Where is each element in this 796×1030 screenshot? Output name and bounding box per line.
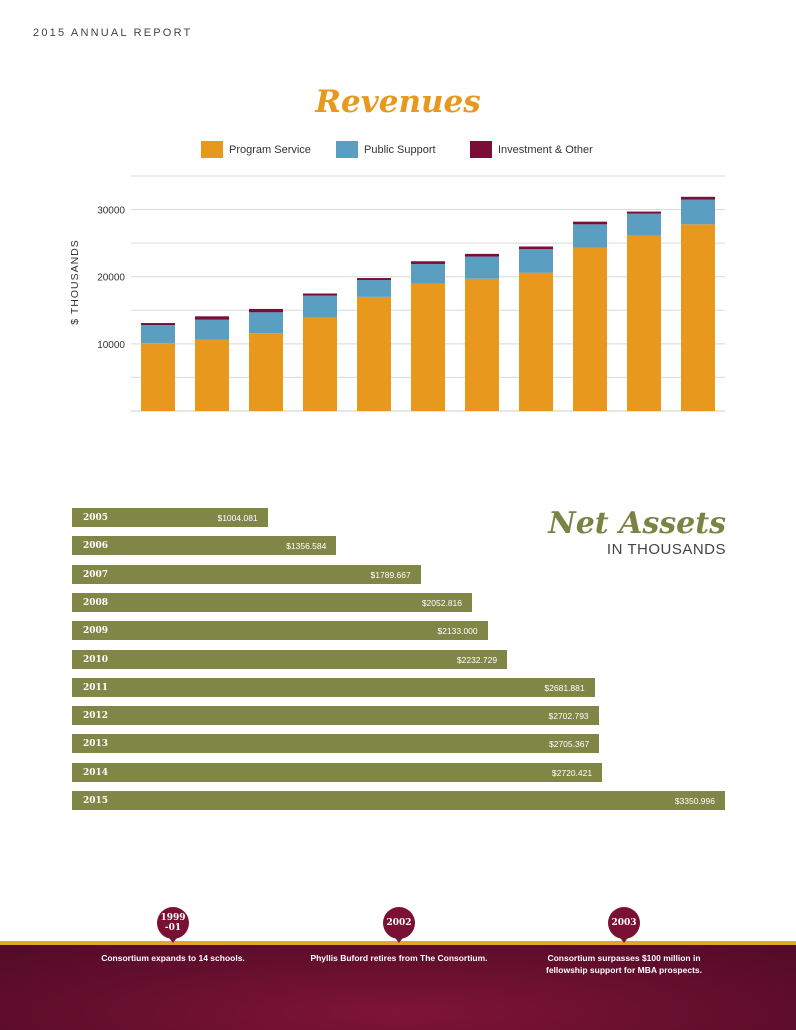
- legend-item-program-service: Program Service: [201, 141, 311, 158]
- net-assets-year-label: 2006: [83, 541, 109, 552]
- net-assets-bar: 2011 $2681.881: [72, 677, 595, 697]
- bar-public-support: [411, 263, 445, 284]
- y-tick-label: 10000: [97, 340, 125, 351]
- bar-public-support: [519, 249, 553, 273]
- legend-swatch-investment-other: [470, 141, 492, 158]
- net-assets-year-label: 2014: [83, 767, 109, 778]
- timeline-year: 1999 -01: [157, 907, 189, 939]
- bar-public-support: [195, 319, 229, 340]
- revenues-legend: Program Service Public Support Investmen…: [0, 141, 796, 161]
- bar-investment-other: [465, 253, 499, 257]
- timeline-year: 2003: [608, 907, 640, 939]
- timeline-band: [0, 941, 796, 1030]
- timeline-year: 2002: [383, 907, 415, 939]
- bar-investment-other: [573, 221, 607, 225]
- legend-item-public-support: Public Support: [336, 141, 436, 158]
- pin-pointer: [618, 935, 630, 943]
- bar-program-service: [141, 343, 175, 411]
- net-assets-value-label: $3350.996: [674, 796, 715, 806]
- bar-program-service: [195, 339, 229, 411]
- net-assets-year-label: 2010: [83, 654, 109, 665]
- net-assets-bar: 2012 $2702.793: [72, 706, 599, 726]
- y-tick-label: 30000: [97, 206, 125, 217]
- net-assets-bar: 2006 $1356.584: [72, 536, 337, 556]
- legend-swatch-public-support: [336, 141, 358, 158]
- net-assets-value-label: $2052.816: [421, 597, 463, 608]
- legend-item-investment-other: Investment & Other: [470, 141, 593, 158]
- y-tick-label: 20000: [97, 273, 125, 284]
- bar-public-support: [141, 325, 175, 344]
- net-assets-bar: 2013 $2705.367: [72, 734, 600, 754]
- bar-investment-other: [627, 211, 661, 214]
- bar-investment-other: [357, 278, 391, 281]
- legend-label: Program Service: [229, 143, 311, 156]
- net-assets-value-label: $2133.000: [437, 626, 478, 637]
- revenues-chart-title: Revenues: [315, 84, 481, 120]
- timeline-event-text: Consortium expands to 14 schools.: [101, 953, 245, 963]
- pin-pointer: [167, 935, 179, 943]
- timeline-pin: 2003: [608, 907, 640, 943]
- bar-program-service: [627, 235, 661, 411]
- bar-investment-other: [249, 308, 283, 313]
- net-assets-value-label: $2681.881: [544, 682, 585, 693]
- net-assets-value-label: $2705.367: [549, 739, 590, 750]
- bar-investment-other: [681, 196, 715, 200]
- bar-public-support: [303, 295, 337, 318]
- net-assets-value-label: $1356.584: [286, 541, 327, 552]
- report-title: 2015 ANNUAL REPORT: [33, 27, 193, 39]
- revenues-chart: 10000 20000 30000 $ THOUSANDS: [69, 175, 725, 412]
- bar-program-service: [573, 247, 607, 411]
- net-assets-bar: 2005 $1004.081: [72, 508, 268, 527]
- net-assets-year-label: 2007: [83, 569, 109, 580]
- bar-public-support: [249, 312, 283, 334]
- net-assets-bar: 2014 $2720.421: [72, 762, 603, 782]
- bar-program-service: [411, 283, 445, 411]
- net-assets-value-label: $1789.667: [370, 569, 411, 580]
- net-assets-year-label: 2009: [83, 626, 109, 637]
- net-assets-bar: 2009 $2133.000: [72, 621, 488, 641]
- bar-program-service: [249, 333, 283, 411]
- net-assets-year-label: 2005: [83, 513, 109, 523]
- timeline-pin: 1999 -01: [157, 907, 189, 943]
- bar-investment-other: [303, 293, 337, 296]
- net-assets-year-label: 2015: [83, 796, 109, 806]
- bar-program-service: [357, 296, 391, 411]
- bar-investment-other: [519, 246, 553, 250]
- bar-program-service: [519, 272, 553, 411]
- bar-investment-other: [411, 261, 445, 264]
- net-assets-value-label: $2702.793: [548, 711, 589, 722]
- net-assets-value-label: $2232.729: [456, 654, 498, 665]
- net-assets-year-label: 2012: [83, 711, 109, 722]
- legend-label: Public Support: [364, 143, 436, 156]
- net-assets-bar: 2015 $3350.996: [72, 791, 725, 810]
- timeline-pin: 2002: [383, 907, 415, 943]
- bar-investment-other: [141, 323, 175, 326]
- net-assets-year-label: 2011: [83, 682, 109, 693]
- net-assets-bar: 2008 $2052.816: [72, 592, 473, 612]
- bar-public-support: [627, 213, 661, 236]
- net-assets-subtitle: IN THOUSANDS: [606, 541, 726, 558]
- legend-label: Investment & Other: [498, 143, 593, 156]
- bar-public-support: [357, 280, 391, 297]
- net-assets-value-label: $2720.421: [551, 767, 593, 778]
- net-assets-bar: 2010 $2232.729: [72, 649, 508, 669]
- bar-program-service: [465, 278, 499, 411]
- net-assets-value-label: $1004.081: [217, 513, 258, 523]
- bar-program-service: [681, 224, 715, 411]
- legend-swatch-program-service: [201, 141, 223, 158]
- net-assets-year-label: 2013: [83, 739, 109, 750]
- net-assets-title: Net Assets: [548, 506, 726, 541]
- bar-public-support: [465, 256, 499, 279]
- y-axis-label: $ THOUSANDS: [69, 239, 81, 325]
- net-assets-bar: 2007 $1789.667: [72, 564, 421, 584]
- bar-public-support: [681, 199, 715, 225]
- bar-public-support: [573, 224, 607, 248]
- net-assets-year-label: 2008: [83, 597, 109, 608]
- timeline-event-text: Phyllis Buford retires from The Consorti…: [310, 953, 488, 963]
- pin-pointer: [393, 935, 405, 943]
- bar-investment-other: [195, 316, 229, 320]
- bar-program-service: [303, 317, 337, 411]
- timeline-event-text: Consortium surpasses $100 million in fel…: [546, 953, 702, 975]
